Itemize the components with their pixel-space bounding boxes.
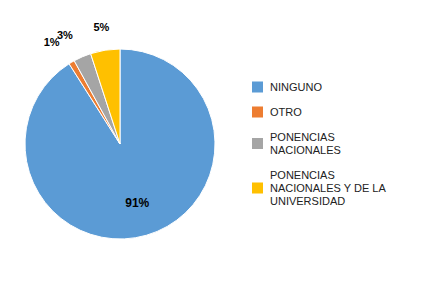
legend-swatch — [252, 138, 263, 149]
chart-container: 91%1%3%5%NINGUNOOTROPONENCIASNACIONALESP… — [0, 0, 428, 284]
slices — [25, 49, 215, 239]
chart: 91%1%3%5%NINGUNOOTROPONENCIASNACIONALESP… — [0, 0, 428, 284]
background — [0, 0, 428, 284]
data-label: 91% — [125, 196, 149, 210]
legend-label: PONENCIASNACIONALES Y DE LAUNIVERSIDAD — [270, 169, 386, 207]
data-labels: 91%1%3%5% — [44, 21, 150, 211]
legend-swatch — [252, 183, 263, 194]
data-label: 3% — [57, 29, 73, 41]
legend-label: NINGUNO — [270, 81, 322, 93]
legend-label: PONENCIASNACIONALES — [270, 131, 341, 156]
legend: NINGUNO OTRO PONENCIASNACIONALES PONENCIASN… — [252, 81, 386, 207]
legend-swatch — [252, 82, 263, 93]
legend-swatch — [252, 107, 263, 118]
pie-slice — [25, 49, 215, 239]
pie-slice — [91, 49, 120, 144]
legend-label: OTRO — [270, 106, 302, 118]
data-label: 5% — [93, 21, 109, 33]
